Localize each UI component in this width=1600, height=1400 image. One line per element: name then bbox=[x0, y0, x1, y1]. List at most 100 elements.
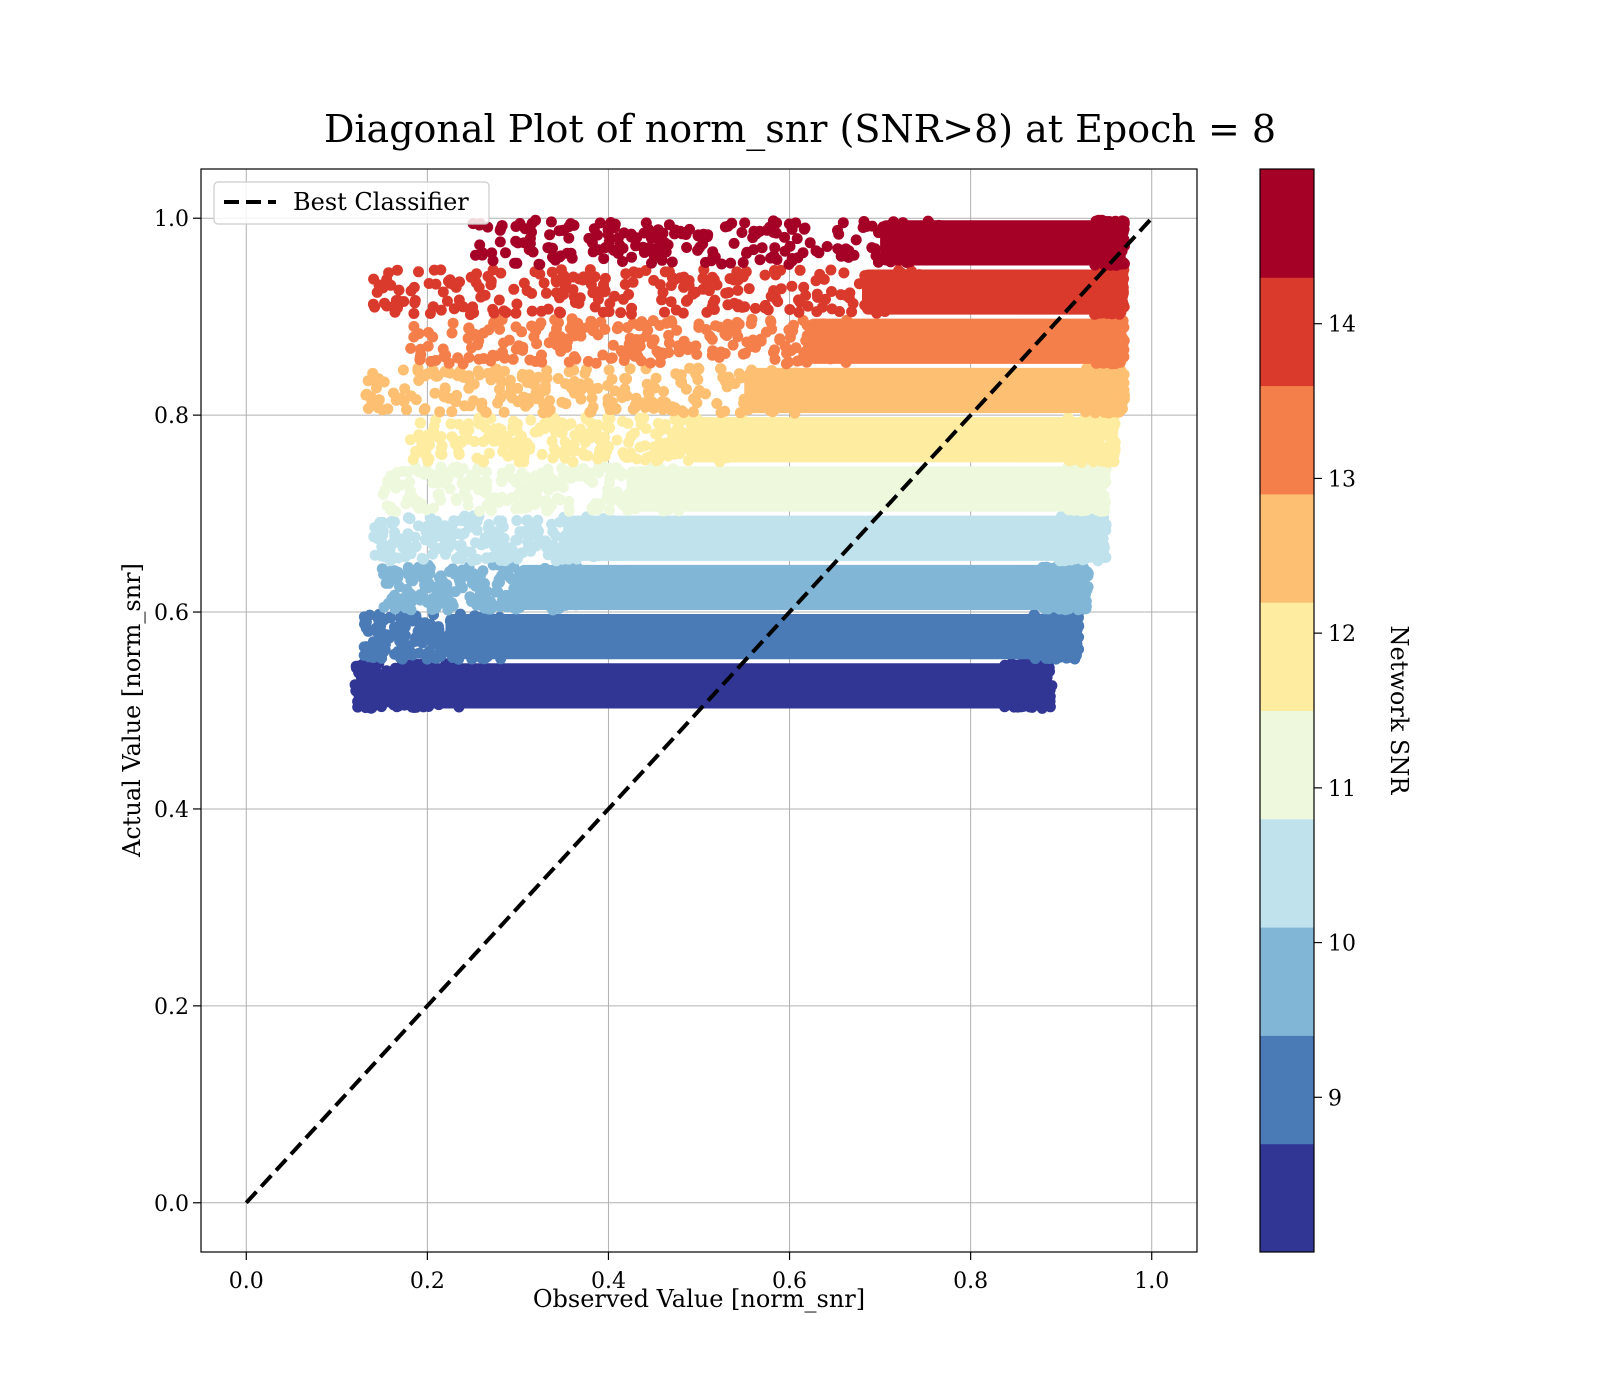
colorbar-tick-label: 10 bbox=[1328, 932, 1356, 957]
scatter-point bbox=[766, 323, 778, 335]
scatter-point bbox=[866, 276, 878, 288]
scatter-point bbox=[800, 345, 812, 357]
scatter-point bbox=[711, 398, 723, 409]
scatter-point bbox=[1107, 422, 1119, 434]
scatter-point bbox=[826, 303, 838, 315]
scatter-point bbox=[800, 290, 812, 301]
scatter-point bbox=[855, 319, 867, 331]
scatter-point bbox=[692, 374, 704, 386]
scatter-point bbox=[625, 308, 637, 320]
scatter-point bbox=[690, 340, 702, 352]
scatter-point bbox=[659, 491, 671, 503]
scatter-point bbox=[376, 652, 388, 664]
scatter-point bbox=[790, 217, 802, 229]
scatter-point bbox=[549, 566, 561, 578]
scatter-point bbox=[1111, 351, 1122, 363]
scatter-point bbox=[781, 347, 793, 359]
scatter-point bbox=[370, 382, 382, 394]
scatter-point bbox=[571, 553, 583, 565]
scatter-point bbox=[377, 680, 389, 692]
scatter-point bbox=[560, 465, 572, 477]
colorbar-bin bbox=[1260, 927, 1314, 1036]
scatter-point bbox=[601, 445, 613, 457]
scatter-point bbox=[413, 699, 425, 711]
scatter-point bbox=[480, 406, 492, 418]
scatter-point bbox=[561, 273, 573, 285]
scatter-point bbox=[379, 484, 391, 496]
scatter-point bbox=[421, 504, 433, 516]
scatter-point bbox=[455, 515, 467, 526]
scatter-point bbox=[625, 487, 637, 499]
scatter-point bbox=[536, 448, 548, 460]
scatter-band-core bbox=[626, 466, 1098, 512]
scatter-point bbox=[774, 386, 786, 397]
scatter-point bbox=[587, 383, 599, 395]
scatter-point bbox=[376, 563, 388, 575]
scatter-point bbox=[486, 495, 498, 507]
scatter-point bbox=[1080, 601, 1092, 612]
scatter-point bbox=[404, 476, 416, 488]
scatter-point bbox=[468, 395, 479, 407]
scatter-point bbox=[362, 625, 374, 637]
scatter-point bbox=[702, 229, 714, 241]
scatter-point bbox=[560, 398, 572, 410]
scatter-point bbox=[1030, 669, 1042, 681]
scatter-point bbox=[414, 594, 426, 606]
scatter-point bbox=[599, 242, 611, 254]
scatter-point bbox=[542, 463, 554, 475]
scatter-point bbox=[670, 368, 682, 380]
scatter-point bbox=[456, 553, 468, 565]
scatter-point bbox=[450, 493, 462, 505]
scatter-point bbox=[743, 283, 755, 295]
scatter-point bbox=[546, 435, 558, 447]
scatter-point bbox=[439, 382, 451, 394]
scatter-point bbox=[1063, 504, 1075, 516]
scatter-point bbox=[1098, 542, 1110, 554]
scatter-point bbox=[426, 426, 438, 438]
scatter-point bbox=[538, 277, 550, 289]
scatter-band-core bbox=[563, 515, 1089, 561]
y-tick-label: 0.2 bbox=[154, 995, 189, 1020]
scatter-point bbox=[578, 449, 590, 461]
scatter-point bbox=[407, 453, 419, 465]
scatter-point bbox=[402, 614, 414, 626]
scatter-point bbox=[471, 524, 483, 536]
scatter-point bbox=[463, 352, 475, 363]
scatter-point bbox=[522, 543, 534, 554]
scatter-point bbox=[483, 519, 495, 530]
scatter-point bbox=[725, 257, 737, 269]
scatter-point bbox=[750, 388, 762, 400]
scatter-point bbox=[1115, 268, 1127, 280]
scatter-point bbox=[602, 393, 614, 405]
scatter-point bbox=[441, 295, 453, 307]
scatter-point bbox=[434, 406, 446, 418]
scatter-point bbox=[501, 430, 513, 442]
scatter-point bbox=[913, 220, 925, 232]
x-axis-ticks: 0.0 0.2 0.4 0.6 0.8 1.0 bbox=[229, 1252, 1169, 1294]
scatter-point bbox=[783, 324, 795, 336]
scatter-point bbox=[563, 553, 575, 565]
scatter-point bbox=[419, 469, 430, 480]
colorbar-tick-label: 13 bbox=[1328, 467, 1356, 492]
scatter-point bbox=[769, 265, 780, 276]
plot-frame bbox=[200, 168, 1198, 1253]
scatter-point bbox=[495, 633, 507, 645]
scatter-point bbox=[482, 651, 493, 663]
scatter-point bbox=[507, 353, 519, 365]
scatter-point bbox=[606, 352, 618, 364]
scatter-point bbox=[404, 434, 416, 446]
scatter-point bbox=[765, 315, 776, 327]
scatter-point bbox=[607, 339, 619, 351]
scatter-point bbox=[856, 352, 868, 364]
scatter-point bbox=[693, 363, 705, 375]
scatter-point bbox=[597, 349, 609, 361]
scatter-point bbox=[511, 515, 523, 526]
scatter-point bbox=[658, 386, 670, 397]
scatter-point bbox=[739, 217, 751, 229]
scatter-point bbox=[1022, 667, 1033, 679]
scatter-point bbox=[392, 566, 404, 578]
scatter-point bbox=[716, 258, 728, 270]
scatter-point bbox=[1071, 444, 1083, 456]
scatter-point bbox=[594, 500, 606, 512]
scatter-point bbox=[659, 237, 671, 249]
